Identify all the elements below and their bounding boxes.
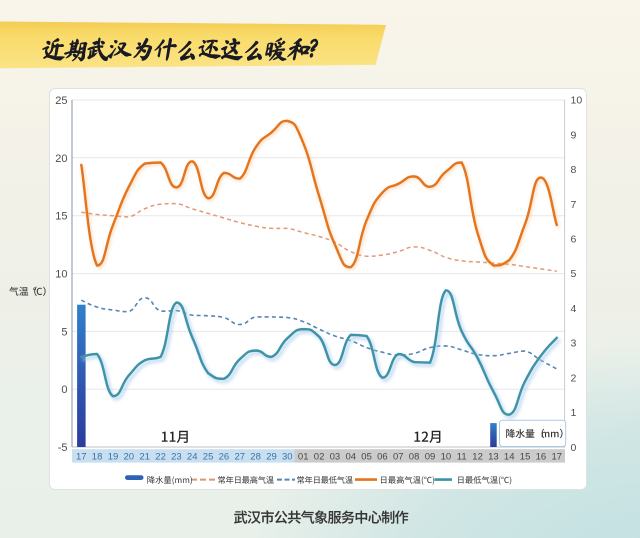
svg-text:14: 14 — [504, 451, 515, 462]
svg-text:06: 06 — [377, 451, 388, 462]
svg-text:10: 10 — [55, 268, 67, 280]
svg-text:21: 21 — [139, 451, 150, 462]
svg-text:16: 16 — [536, 451, 547, 462]
svg-text:0: 0 — [61, 384, 67, 396]
svg-text:23: 23 — [171, 451, 182, 462]
svg-text:18: 18 — [92, 451, 103, 462]
svg-text:09: 09 — [425, 451, 436, 462]
svg-text:19: 19 — [108, 451, 119, 462]
svg-text:04: 04 — [346, 451, 357, 462]
svg-text:15: 15 — [520, 451, 531, 462]
svg-text:11: 11 — [457, 451, 467, 462]
svg-text:25: 25 — [203, 451, 214, 462]
svg-text:20: 20 — [124, 451, 135, 462]
svg-text:0: 0 — [571, 442, 577, 454]
svg-text:10: 10 — [571, 95, 583, 107]
svg-text:5: 5 — [571, 268, 577, 280]
svg-text:24: 24 — [187, 451, 198, 462]
svg-text:17: 17 — [76, 451, 87, 462]
svg-text:3: 3 — [571, 338, 577, 350]
svg-text:28: 28 — [250, 451, 261, 462]
svg-text:4: 4 — [571, 303, 577, 315]
svg-text:27: 27 — [235, 451, 246, 462]
svg-text:07: 07 — [393, 451, 404, 462]
svg-text:15: 15 — [55, 211, 67, 223]
svg-text:08: 08 — [409, 451, 420, 462]
svg-text:30: 30 — [282, 451, 293, 462]
svg-text:-5: -5 — [58, 442, 68, 454]
svg-text:17: 17 — [552, 451, 563, 462]
svg-text:05: 05 — [361, 451, 372, 462]
svg-text:26: 26 — [219, 451, 230, 462]
svg-text:2: 2 — [571, 372, 577, 384]
svg-text:5: 5 — [61, 326, 67, 338]
svg-text:01: 01 — [298, 451, 309, 462]
svg-text:20: 20 — [55, 153, 67, 165]
svg-text:10: 10 — [441, 451, 452, 462]
svg-text:25: 25 — [55, 95, 67, 107]
svg-text:03: 03 — [330, 451, 341, 462]
svg-text:29: 29 — [266, 451, 277, 462]
svg-text:9: 9 — [571, 129, 577, 141]
svg-text:6: 6 — [571, 234, 577, 246]
svg-text:13: 13 — [488, 451, 499, 462]
svg-text:22: 22 — [155, 451, 166, 462]
svg-text:1: 1 — [571, 407, 577, 419]
svg-text:7: 7 — [571, 199, 577, 211]
svg-text:12: 12 — [472, 451, 483, 462]
svg-text:02: 02 — [314, 451, 325, 462]
svg-text:8: 8 — [571, 164, 577, 176]
